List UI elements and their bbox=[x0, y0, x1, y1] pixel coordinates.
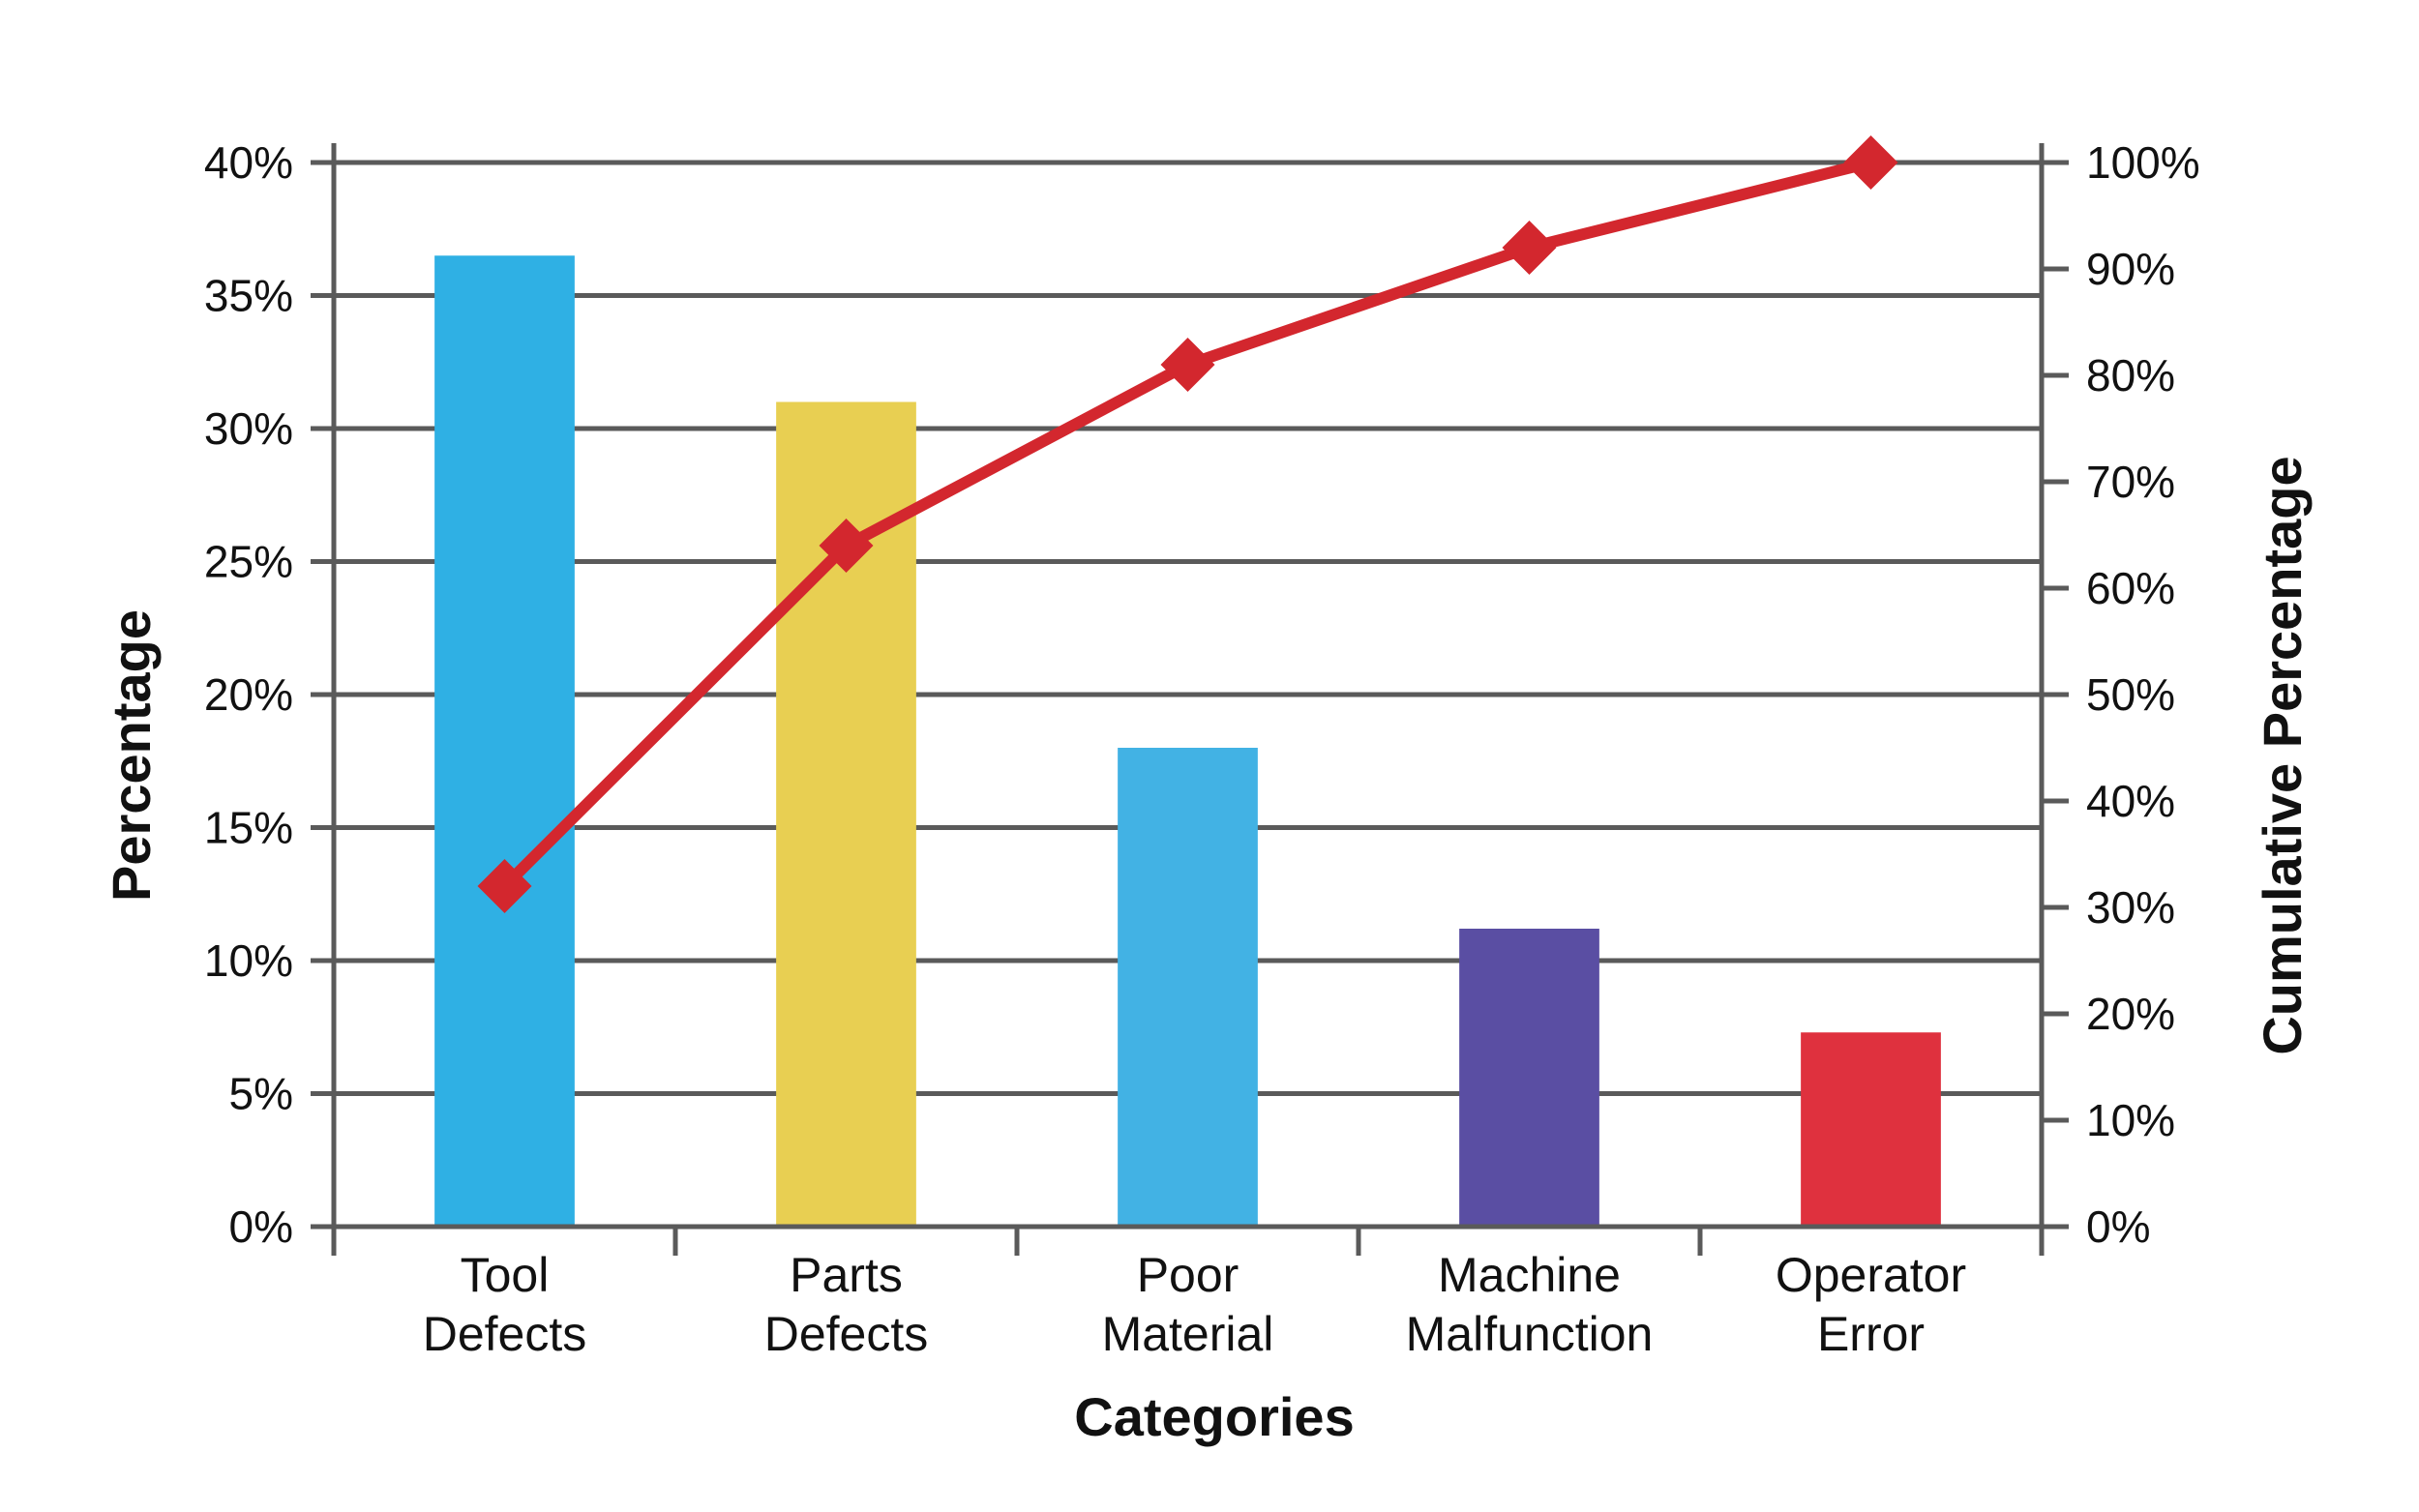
y-tick-label: 40% bbox=[204, 137, 293, 188]
cumulative-marker bbox=[819, 519, 874, 573]
x-tick-label: Parts Defects bbox=[764, 1248, 929, 1361]
y2-tick-label: 50% bbox=[2086, 669, 2175, 720]
cumulative-line-group bbox=[477, 135, 1898, 913]
bars bbox=[434, 255, 1941, 1227]
y2-tick-label: 80% bbox=[2086, 350, 2175, 400]
y2-tick-label: 40% bbox=[2086, 776, 2175, 826]
y2-tick-label: 90% bbox=[2086, 244, 2175, 294]
gridlines bbox=[334, 160, 2042, 1230]
y-tick-label: 0% bbox=[229, 1201, 293, 1252]
y-tick-label: 10% bbox=[204, 935, 293, 986]
bar bbox=[1118, 748, 1258, 1227]
y-tick-label: 30% bbox=[204, 403, 293, 454]
cumulative-marker bbox=[1843, 135, 1898, 190]
x-tick-label: Machine Malfunction bbox=[1406, 1248, 1654, 1361]
y2-tick-label: 30% bbox=[2086, 882, 2175, 933]
y2-tick-label: 70% bbox=[2086, 457, 2175, 507]
x-tick-label: Operator Error bbox=[1776, 1248, 1966, 1361]
y2-tick-label: 60% bbox=[2086, 563, 2175, 613]
x-tick-label: Poor Material bbox=[1102, 1248, 1274, 1361]
y-tick-label: 20% bbox=[204, 669, 293, 720]
y2-tick-label: 20% bbox=[2086, 989, 2175, 1039]
cumulative-marker bbox=[477, 859, 532, 913]
x-axis-title: Categories bbox=[1074, 1386, 1354, 1447]
x-tick-label: Tool Defects bbox=[423, 1248, 587, 1361]
labels: 0% 5% 10% 15% 20% 25% 30% 35% 40% 0% 10% 20% 30% 40% 5… bbox=[204, 137, 2200, 1361]
axes bbox=[311, 143, 2069, 1256]
y2-axis-title: Cumulative Percentage bbox=[2252, 456, 2313, 1054]
y2-tick-label: 10% bbox=[2086, 1095, 2175, 1145]
cumulative-marker bbox=[1502, 221, 1557, 275]
cumulative-marker bbox=[1160, 338, 1215, 392]
y2-tick-label: 0% bbox=[2086, 1201, 2150, 1252]
bar bbox=[1801, 1032, 1941, 1227]
bar bbox=[1459, 929, 1599, 1227]
y-tick-label: 15% bbox=[204, 803, 293, 853]
y-axis-title: Percentage bbox=[101, 609, 162, 902]
bar bbox=[434, 255, 575, 1227]
y-tick-label: 35% bbox=[204, 271, 293, 321]
y-tick-label: 5% bbox=[229, 1069, 293, 1119]
y-tick-label: 25% bbox=[204, 537, 293, 587]
y2-tick-label: 100% bbox=[2086, 137, 2200, 188]
